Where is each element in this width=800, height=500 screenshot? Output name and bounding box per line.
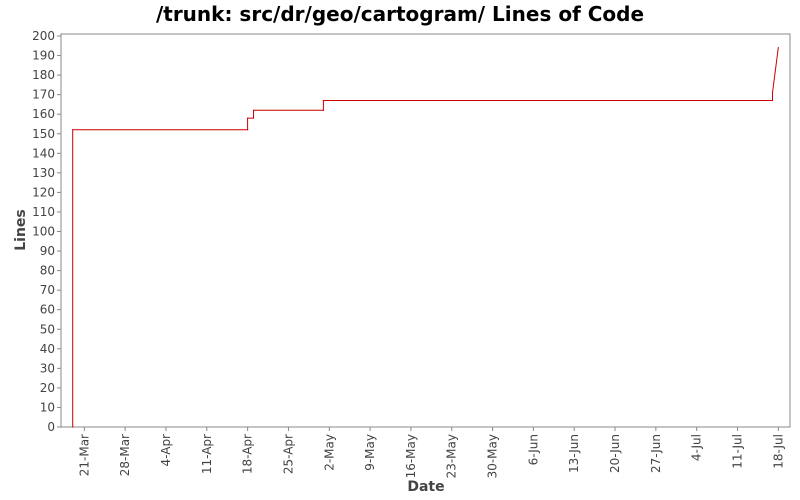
data-point — [72, 129, 74, 131]
y-tick-label: 10 — [40, 400, 55, 414]
y-tick-label: 170 — [32, 88, 55, 102]
x-tick-label: 13-Jun — [567, 434, 581, 473]
data-point — [777, 47, 779, 49]
x-tick-label: 23-May — [445, 434, 459, 478]
y-tick-label: 20 — [40, 381, 55, 395]
y-axis-label: Lines — [13, 209, 29, 251]
data-point — [771, 99, 774, 102]
data-point — [72, 426, 74, 428]
x-axis-label: Date — [407, 479, 444, 495]
y-tick-label: 130 — [32, 166, 55, 180]
y-tick-label: 100 — [32, 225, 55, 239]
x-tick-label: 28-Mar — [118, 434, 132, 476]
x-tick-label: 27-Jun — [649, 434, 663, 473]
x-tick-label: 9-May — [363, 434, 377, 471]
x-tick-label: 4-Jul — [690, 434, 704, 461]
data-point — [247, 117, 249, 119]
y-tick-label: 30 — [40, 361, 55, 375]
x-tick-label: 16-May — [404, 434, 418, 478]
x-tick-label: 18-Apr — [241, 434, 255, 474]
y-tick-label: 200 — [32, 29, 55, 43]
x-tick-label: 4-Apr — [159, 434, 173, 467]
x-tick-label: 25-Apr — [281, 434, 295, 474]
plot-area — [60, 33, 791, 428]
y-tick-label: 150 — [32, 127, 55, 141]
y-tick-label: 90 — [40, 244, 55, 258]
chart-title: /trunk: src/dr/geo/cartogram/ Lines of C… — [156, 2, 644, 26]
y-tick-label: 60 — [40, 303, 55, 317]
x-axis: 21-Mar 28-Mar 4-Apr 11-Apr 18-Apr 25-Apr 2-May… — [77, 427, 785, 478]
data-point — [322, 99, 324, 102]
y-tick-label: 120 — [32, 185, 55, 199]
data-point — [322, 109, 324, 111]
x-tick-label: 2-May — [322, 434, 336, 471]
x-tick-label: 11-Jul — [731, 434, 745, 469]
x-tick-label: 6-Jun — [526, 434, 540, 465]
data-point — [252, 117, 255, 119]
y-tick-label: 50 — [40, 322, 55, 336]
y-tick-label: 110 — [32, 205, 55, 219]
y-tick-label: 190 — [32, 49, 55, 63]
y-tick-label: 140 — [32, 146, 55, 160]
y-tick-label: 180 — [32, 68, 55, 82]
x-tick-label: 21-Mar — [77, 434, 91, 476]
y-tick-label: 0 — [47, 420, 55, 434]
y-tick-label: 70 — [40, 283, 55, 297]
data-point — [252, 109, 255, 111]
data-point — [771, 92, 774, 94]
data-point — [247, 129, 249, 131]
y-tick-label: 80 — [40, 264, 55, 278]
series-group — [72, 47, 779, 428]
x-tick-label: 30-May — [486, 434, 500, 478]
y-axis: 0 10 20 30 40 50 60 70 80 90 100 110 120 130 140 150 160… — [32, 29, 61, 434]
y-tick-label: 160 — [32, 107, 55, 121]
x-tick-label: 11-Apr — [200, 434, 214, 474]
x-tick-label: 20-Jun — [608, 434, 622, 473]
x-tick-label: 18-Jul — [771, 434, 785, 469]
y-tick-label: 40 — [40, 342, 55, 356]
